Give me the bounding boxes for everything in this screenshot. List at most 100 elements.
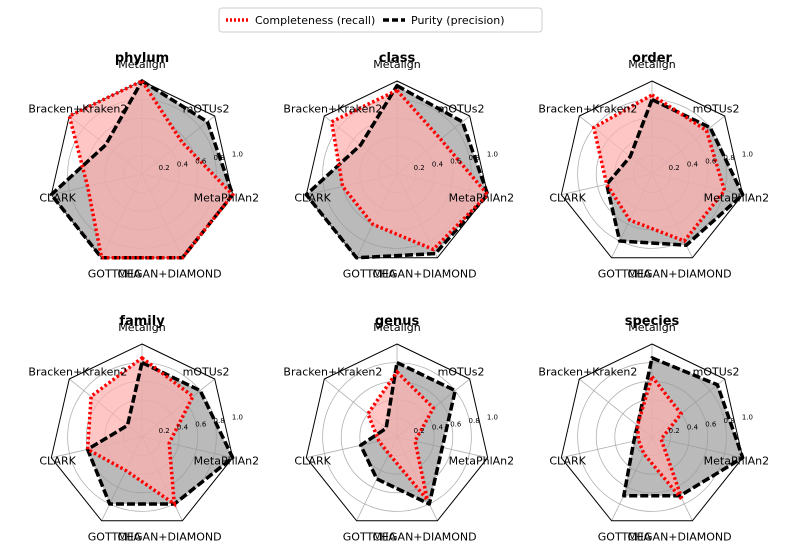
axis-label: GOTTCHA (88, 531, 142, 544)
radial-tick-label: 0.2 (159, 427, 170, 435)
radial-tick-label: 0.2 (414, 164, 425, 172)
completeness-area (87, 357, 193, 504)
subplot-title: class (379, 51, 416, 66)
radial-tick-label: 0.2 (414, 427, 425, 435)
subplot-title: order (632, 51, 672, 66)
axis-label: Bracken+Kraken2 (538, 366, 637, 379)
axis-label: MetaPhlAn2 (449, 454, 514, 467)
purity-line (358, 360, 457, 506)
axis-label: GOTTCHA (598, 268, 652, 281)
axis-label: CLARK (294, 191, 331, 204)
completeness-area (367, 371, 434, 500)
radial-tick-label: 0.6 (705, 157, 717, 165)
radial-tick-label: 1.0 (232, 151, 243, 159)
axis-label: MetaPhlAn2 (704, 454, 769, 467)
axis-label: MEGAN+DIAMOND (118, 268, 222, 281)
radial-tick-label: 0.4 (687, 424, 699, 432)
axis-label: mOTUs2 (693, 366, 740, 379)
radial-tick-label: 1.0 (487, 414, 498, 422)
legend-purity-label: Purity (precision) (411, 14, 505, 27)
radial-tick-label: 0.6 (450, 420, 462, 428)
completeness-line (591, 92, 727, 244)
completeness-area (331, 90, 488, 250)
radial-tick-label: 0.6 (705, 420, 717, 428)
completeness-area (69, 81, 233, 258)
axis-label: GOTTCHA (343, 268, 397, 281)
outer-frame (50, 343, 234, 522)
axis-label: MEGAN+DIAMOND (373, 531, 477, 544)
axis-label: MetaPhlAn2 (704, 191, 769, 204)
radial-tick-label: 0.4 (177, 424, 189, 432)
radar-subplot-order: 0.2 0.4 0.6 0.8 1.0 Metalign mOTUs2 MetaPhlAn2 M… (538, 51, 769, 281)
subplot-title: family (119, 314, 165, 329)
axis-label: GOTTCHA (598, 531, 652, 544)
outer-frame (305, 343, 489, 522)
purity-line (304, 83, 490, 260)
completeness-line (67, 78, 236, 260)
legend: Completeness (recall) Purity (precision) (218, 7, 543, 33)
radial-tick-label: 0.4 (432, 161, 444, 169)
subplot-title: phylum (115, 51, 169, 66)
axis-label: Metalign (628, 58, 675, 71)
radial-tick-label: 0.4 (177, 161, 189, 169)
axis-label: MEGAN+DIAMOND (628, 531, 732, 544)
radar-subplot-genus: 0.2 0.4 0.6 0.8 1.0 Metalign mOTUs2 MetaPhlAn2 M… (283, 314, 514, 544)
completeness-line (635, 372, 684, 501)
axis-label: GOTTCHA (88, 268, 142, 281)
axis-label: MetaPhlAn2 (194, 191, 259, 204)
radial-tick-label: 0.2 (669, 427, 680, 435)
axis-label: MEGAN+DIAMOND (118, 531, 222, 544)
radar-subplot-class: 0.2 0.4 0.6 0.8 1.0 Metalign mOTUs2 MetaPhlAn2 M… (283, 51, 514, 281)
radial-tick-label: 0.8 (469, 154, 480, 162)
axis-label: mOTUs2 (438, 103, 485, 116)
subplot-title: genus (375, 314, 420, 329)
axis-label: Metalign (118, 321, 165, 334)
legend-completeness-label: Completeness (recall) (255, 14, 375, 27)
radial-tick-label: 0.2 (669, 164, 680, 172)
axis-label: mOTUs2 (438, 366, 485, 379)
radial-tick-label: 0.8 (724, 417, 735, 425)
axis-label: MetaPhlAn2 (449, 191, 514, 204)
outer-frame (560, 80, 744, 259)
axis-label: MetaPhlAn2 (194, 454, 259, 467)
axis-label: Metalign (118, 58, 165, 71)
radial-tick-label: 0.8 (214, 417, 225, 425)
axis-label: Bracken+Kraken2 (283, 366, 382, 379)
radial-tick-label: 0.4 (687, 161, 699, 169)
radial-tick-label: 1.0 (232, 414, 243, 422)
axis-label: MEGAN+DIAMOND (373, 268, 477, 281)
axis-label: mOTUs2 (183, 366, 230, 379)
completeness-line (85, 355, 196, 508)
radar-subplot-family: 0.2 0.4 0.6 0.8 1.0 Metalign mOTUs2 MetaPhlAn2 M… (28, 314, 259, 544)
axis-label: CLARK (39, 191, 76, 204)
axis-label: CLARK (294, 454, 331, 467)
radial-tick-label: 0.8 (469, 417, 480, 425)
purity-line (85, 360, 235, 506)
radial-tick-label: 0.6 (195, 420, 207, 428)
axis-label: GOTTCHA (343, 531, 397, 544)
axis-label: CLARK (549, 454, 586, 467)
purity-line (604, 97, 745, 247)
axis-label: CLARK (39, 454, 76, 467)
radial-tick-label: 0.8 (214, 154, 225, 162)
axis-label: Bracken+Kraken2 (28, 103, 127, 116)
radial-tick-label: 1.0 (742, 414, 753, 422)
axis-label: Bracken+Kraken2 (283, 103, 382, 116)
radial-tick-label: 1.0 (487, 151, 498, 159)
legend-frame (218, 7, 543, 33)
axis-label: CLARK (549, 191, 586, 204)
axis-label: mOTUs2 (693, 103, 740, 116)
radar-subplot-phylum: 0.2 0.4 0.6 0.8 1.0 Metalign mOTUs2 MetaPhlAn2 M… (28, 51, 259, 281)
axis-label: MEGAN+DIAMOND (628, 268, 732, 281)
radial-tick-label: 0.2 (159, 164, 170, 172)
subplot-title: species (625, 314, 680, 329)
radial-tick-label: 0.6 (195, 157, 207, 165)
axis-label: Metalign (628, 321, 675, 334)
axis-label: mOTUs2 (183, 103, 230, 116)
radar-subplots: 0.2 0.4 0.6 0.8 1.0 Metalign mOTUs2 MetaPhlAn2 M… (28, 51, 769, 544)
radial-tick-label: 0.8 (724, 154, 735, 162)
radial-tick-label: 0.4 (432, 424, 444, 432)
outer-frame (305, 80, 489, 259)
radial-tick-label: 0.6 (450, 157, 462, 165)
